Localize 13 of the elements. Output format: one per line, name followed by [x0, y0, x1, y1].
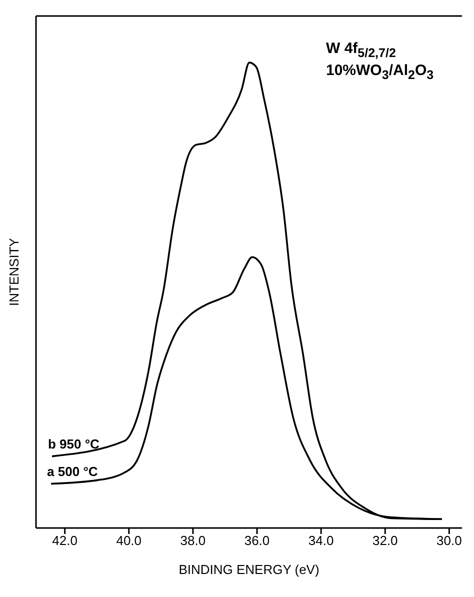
x-tick-label: 36.0 — [244, 533, 270, 548]
series-label: b 950 °C — [48, 436, 100, 452]
series-label: a 500 °C — [47, 464, 98, 479]
x-tick-label: 30.0 — [436, 533, 462, 548]
annotation: 10%WO$_{3}$/Al$_{2}$O$_{3}$ — [326, 62, 434, 82]
x-tick-label: 40.0 — [116, 533, 142, 548]
x-tick-label: 42.0 — [52, 533, 78, 548]
x-tick-label: 32.0 — [372, 533, 398, 548]
x-tick-label: 38.0 — [180, 533, 206, 548]
text: W 4f$_{5/2,7/2}$ — [326, 40, 396, 60]
x-axis-title: BINDING ENERGY (eV) — [178, 562, 320, 577]
x-tick-label: 34.0 — [308, 533, 334, 548]
y-axis-title: INTENSITY — [6, 238, 22, 306]
